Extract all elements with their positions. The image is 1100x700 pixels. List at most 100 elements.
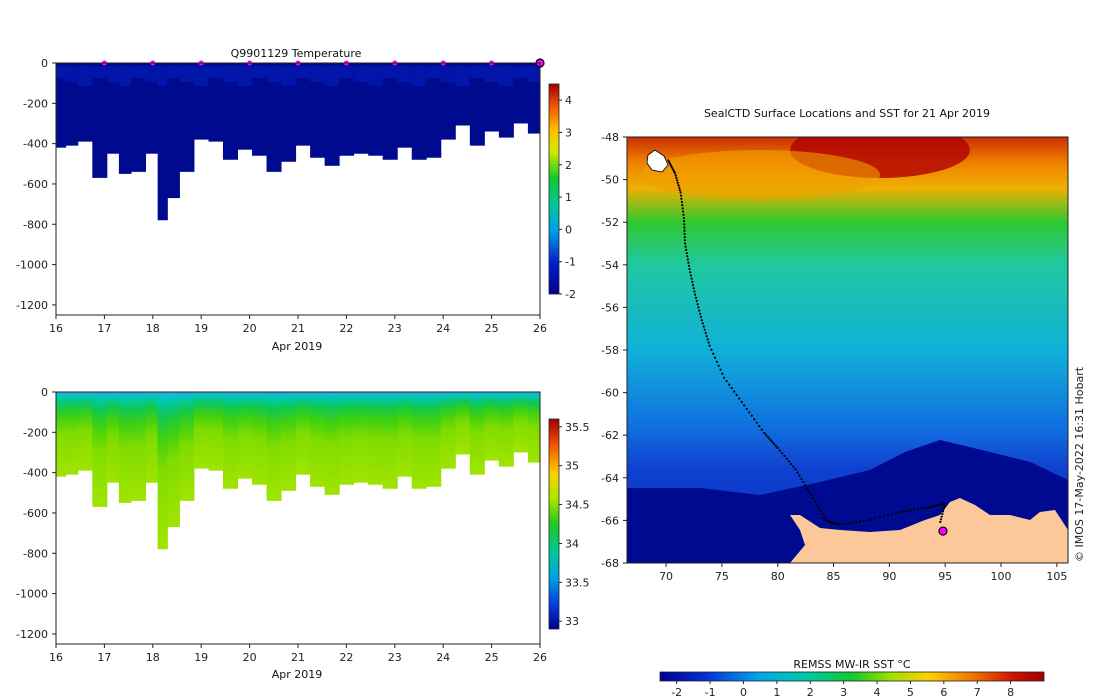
salinity-profile-column	[118, 392, 132, 503]
track-point	[874, 517, 877, 520]
map-y-tick-label: -52	[601, 216, 619, 229]
sst-colorbar-tick-label: -1	[705, 686, 716, 699]
track-point	[895, 511, 898, 515]
track-point	[790, 462, 793, 466]
salinity-profile-column	[145, 392, 159, 483]
salinity-profile-column	[295, 392, 311, 475]
track-point	[681, 204, 684, 207]
salinity-profile-column	[167, 392, 180, 528]
track-point	[691, 283, 695, 287]
track-point	[931, 505, 934, 508]
track-point	[774, 445, 778, 448]
temperature-surface-layer	[426, 66, 442, 78]
temperature-profile-column	[118, 63, 132, 174]
colorbar-tick-label: 35.5	[565, 421, 590, 434]
salinity-profile-column	[193, 392, 209, 469]
map-y-tick-label: -56	[601, 301, 619, 314]
track-point	[683, 236, 686, 239]
track-point	[694, 293, 697, 296]
track-point	[705, 335, 708, 338]
temperature-surface-layer	[411, 66, 427, 86]
map-y-tick-label: -48	[601, 131, 619, 144]
track-point	[937, 503, 941, 507]
temperature-surface-layer	[56, 66, 67, 78]
track-point	[686, 258, 689, 261]
track-point	[677, 184, 680, 187]
track-point	[683, 223, 686, 226]
track-point	[679, 194, 683, 197]
track-point	[935, 504, 938, 507]
y-tick-label: -400	[23, 138, 48, 151]
temperature-profile-column	[310, 63, 326, 158]
salinity-profile-column	[92, 392, 108, 507]
track-point	[703, 328, 706, 331]
sst-colorbar-tick-label: -2	[671, 686, 682, 699]
track-point	[755, 421, 758, 424]
salinity-xlabel: Apr 2019	[272, 668, 323, 681]
colorbar-tick-label: 3	[565, 126, 572, 139]
track-point	[906, 509, 909, 512]
x-tick-label: 17	[97, 651, 111, 664]
track-point	[916, 508, 920, 511]
temperature-surface-layer	[310, 66, 326, 82]
track-point	[721, 372, 724, 375]
track-point	[764, 433, 768, 437]
y-tick-label: -1000	[16, 588, 48, 601]
track-point	[886, 513, 890, 517]
track-point	[683, 242, 687, 245]
salinity-profile-column	[131, 392, 147, 501]
antarctic-land	[790, 498, 1068, 563]
track-point	[783, 454, 786, 458]
colorbar-tick-label: 34	[565, 537, 579, 550]
temperature-profile-column	[339, 63, 355, 156]
salinity-profile-column	[157, 392, 168, 550]
salinity-profile-column	[498, 392, 514, 467]
map-y-tick-label: -66	[601, 514, 619, 527]
colorbar-tick-label: 33	[565, 615, 579, 628]
temperature-surface-layer	[368, 66, 384, 86]
track-point	[686, 255, 689, 258]
track-point	[682, 213, 685, 216]
track-point	[939, 520, 942, 524]
map-y-tick-label: -54	[601, 259, 619, 272]
track-point	[802, 480, 805, 484]
track-point	[743, 404, 746, 407]
sst-colorbar-tick-label: 5	[907, 686, 914, 699]
track-point	[787, 460, 790, 463]
salinity-plot: 0 -200 -400 -600 -800 -1000 -1200 16 17 18 19 20 21…	[16, 386, 547, 681]
map-y-tick-label: -50	[601, 174, 619, 187]
temperature-surface-layer	[167, 66, 180, 78]
track-point	[682, 210, 685, 213]
track-point	[676, 179, 679, 182]
track-point	[710, 348, 713, 351]
temperature-profile-column	[382, 63, 398, 160]
track-point	[683, 229, 686, 232]
y-tick-label: 0	[41, 386, 48, 399]
track-point	[708, 344, 711, 347]
track-point	[838, 523, 841, 526]
track-point	[692, 287, 695, 290]
temperature-profile-column	[65, 63, 79, 146]
map-y-tick-label: -64	[601, 472, 619, 485]
track-point	[822, 516, 826, 519]
track-point	[693, 290, 696, 293]
track-point	[684, 245, 687, 248]
track-point	[687, 261, 690, 264]
track-point	[683, 226, 686, 229]
track-point	[748, 411, 751, 414]
track-point	[673, 172, 677, 175]
track-point	[681, 207, 684, 210]
map-title: SealCTD Surface Locations and SST for 21…	[704, 107, 990, 120]
y-tick-label: -800	[23, 218, 48, 231]
track-point	[683, 232, 686, 236]
sst-colorbar-tick-label: 6	[940, 686, 947, 699]
track-point	[698, 309, 701, 312]
salinity-profile-column	[208, 392, 224, 471]
track-point	[745, 407, 748, 410]
y-tick-label: -1200	[16, 628, 48, 641]
salinity-profile-column	[484, 392, 500, 461]
track-point	[678, 188, 681, 192]
map-x-tick-label: 75	[715, 570, 729, 583]
track-point	[715, 360, 718, 363]
